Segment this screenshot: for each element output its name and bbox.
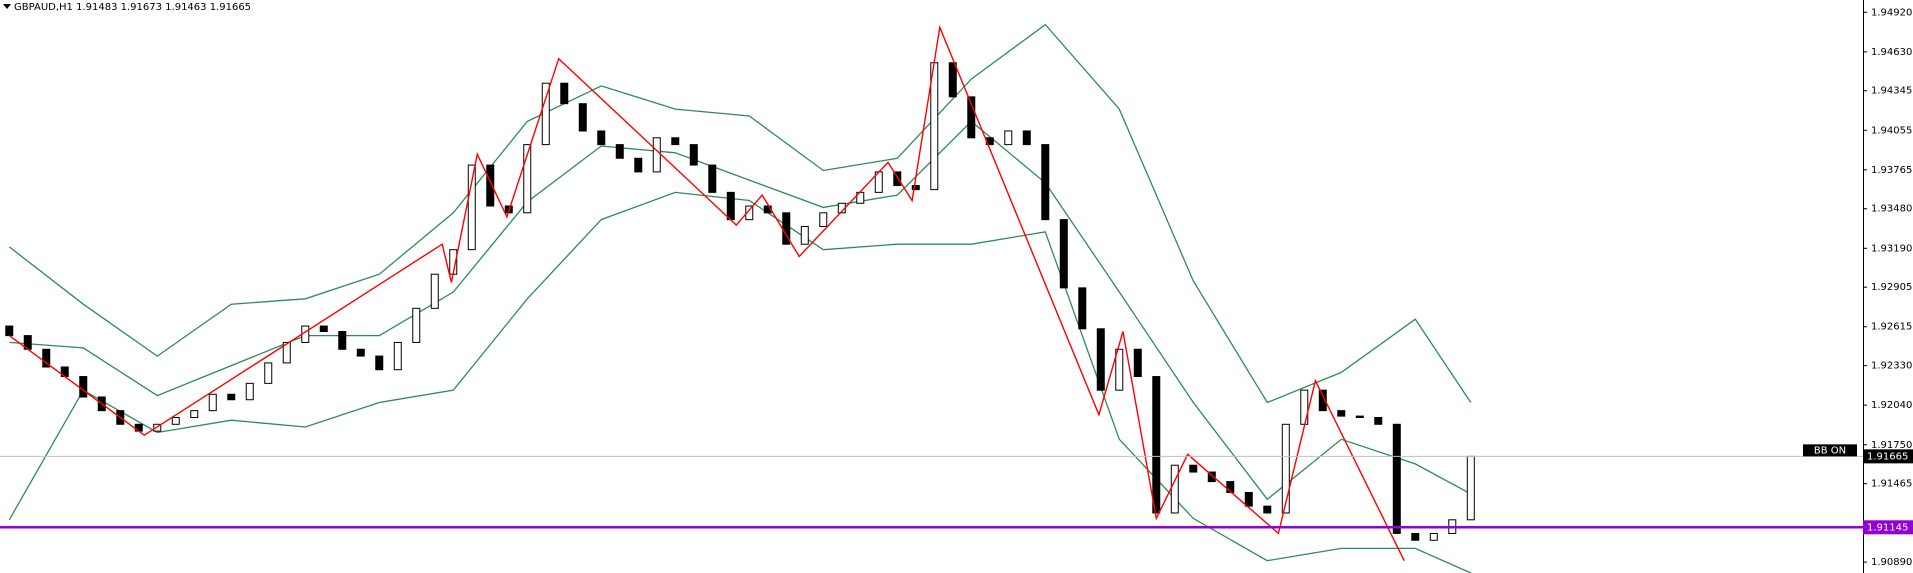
zigzag: [8, 24, 1405, 562]
bear-candle: [1318, 389, 1327, 412]
bear-candle: [560, 82, 569, 105]
level-label: 1.91145: [1867, 522, 1908, 533]
indicator-label: BB ON: [1814, 445, 1846, 456]
y-tick-label: 1.93765: [1871, 165, 1912, 176]
bear-candle: [1374, 416, 1383, 425]
y-tick-label: 1.94345: [1871, 86, 1912, 97]
bear-candle: [1244, 492, 1253, 507]
bear-candle: [1078, 287, 1087, 330]
y-tick-label: 1.94630: [1871, 47, 1912, 58]
level-label-box: [1863, 520, 1913, 535]
bull-candle: [245, 382, 254, 401]
y-tick-label: 1.90890: [1871, 557, 1912, 568]
bull-candle: [652, 137, 661, 173]
bear-candle: [726, 191, 735, 221]
bear-candle: [1355, 415, 1364, 418]
bull-candle: [208, 393, 217, 412]
bear-candle: [1263, 505, 1272, 514]
bear-candle: [615, 144, 624, 159]
y-tick-label: 1.94920: [1871, 7, 1912, 18]
bull-candle: [282, 341, 291, 364]
bear-candle: [597, 130, 606, 146]
bull-candle: [190, 410, 199, 418]
bear-candle: [486, 164, 495, 207]
bear-candle: [1189, 464, 1198, 473]
bull-candle: [819, 212, 828, 227]
y-tick-label: 1.94055: [1871, 125, 1912, 136]
bollinger-lower: [8, 191, 1472, 573]
y-tick-label: 1.91750: [1871, 440, 1912, 451]
bear-candle: [356, 348, 365, 357]
bull-candle: [930, 62, 939, 191]
bear-candle: [1226, 481, 1235, 494]
bull-candle: [264, 362, 273, 384]
bear-candle: [1411, 532, 1420, 541]
chart-header: GBPAUD,H1 1.91483 1.91673 1.91463 1.9166…: [14, 2, 251, 13]
bear-candle: [319, 325, 328, 333]
bear-candle: [375, 355, 384, 371]
bear-candle: [1022, 130, 1031, 146]
bull-candle: [745, 205, 754, 221]
bull-candle: [1170, 464, 1179, 514]
price-label: 1.91665: [1867, 451, 1908, 462]
bear-candle: [1337, 410, 1346, 417]
bear-candle: [338, 331, 347, 350]
bear-candle: [79, 376, 88, 398]
y-tick-label: 1.92040: [1871, 400, 1912, 411]
indicator-label-box: [1803, 444, 1857, 457]
y-tick-label: 1.92615: [1871, 322, 1912, 333]
bear-candle: [5, 325, 14, 337]
y-tick-label: 1.91465: [1871, 479, 1912, 490]
bear-candle: [634, 157, 643, 173]
bollinger-middle: [9, 120, 1472, 501]
bear-candle: [708, 164, 717, 193]
bull-candle: [800, 225, 809, 245]
bear-candle: [893, 171, 902, 187]
bear-candle: [1207, 471, 1216, 483]
bear-candle: [1392, 423, 1401, 534]
bull-candle: [1281, 423, 1290, 514]
bull-candle: [412, 307, 421, 343]
y-tick-label: 1.92905: [1871, 282, 1912, 293]
bear-candle: [578, 103, 587, 132]
bull-candle: [1466, 455, 1475, 521]
bear-candle: [42, 348, 51, 368]
bull-candle: [1115, 348, 1124, 391]
bull-candle: [393, 341, 402, 371]
bear-candle: [1041, 144, 1050, 221]
bull-candle: [541, 82, 550, 146]
bear-candle: [689, 144, 698, 166]
bear-candle: [1096, 328, 1105, 391]
bull-candle: [523, 144, 532, 214]
bull-candle: [171, 416, 180, 425]
bear-candle: [967, 96, 976, 139]
y-tick-label: 1.92330: [1871, 361, 1912, 372]
bollinger-upper: [8, 23, 1472, 404]
y-tick-label: 1.93480: [1871, 204, 1912, 215]
y-tick-label: 1.93190: [1871, 243, 1912, 254]
bull-candle: [1429, 532, 1438, 541]
header-arrow[interactable]: [3, 4, 11, 9]
bear-candle: [1133, 348, 1142, 378]
bear-candle: [1059, 219, 1068, 289]
bear-candle: [671, 137, 680, 146]
bear-candle: [948, 62, 957, 98]
bull-candle: [1004, 130, 1013, 146]
bull-candle: [467, 164, 476, 251]
bear-candle: [911, 185, 920, 191]
bull-candle: [430, 273, 439, 309]
price-label-box: [1863, 449, 1913, 464]
bear-candle: [1152, 376, 1161, 514]
bear-candle: [227, 393, 236, 401]
